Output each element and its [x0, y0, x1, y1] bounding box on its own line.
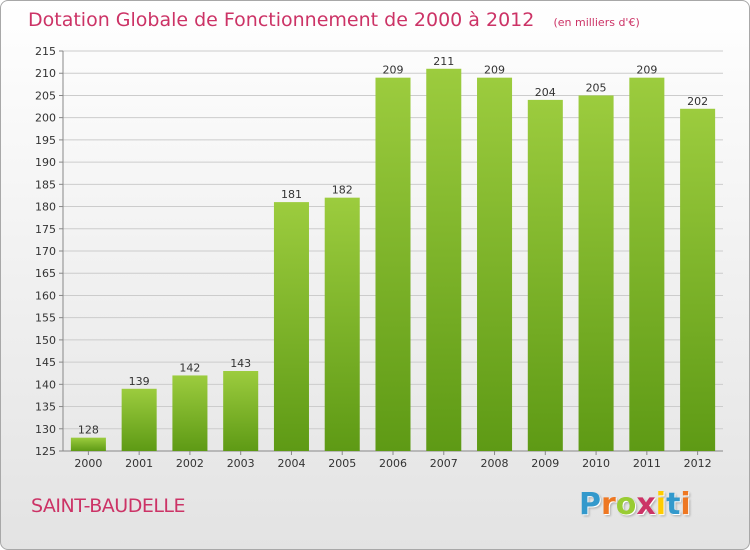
bar	[223, 371, 259, 451]
bar-value-label: 209	[383, 64, 404, 77]
proxiti-logo[interactable]: Proxiti	[579, 487, 691, 522]
bar	[477, 77, 513, 452]
x-tick-label: 2010	[582, 457, 610, 470]
x-tick-label: 2005	[328, 457, 356, 470]
bar	[121, 388, 157, 451]
x-tick-label: 2012	[684, 457, 712, 470]
x-tick-label: 2003	[227, 457, 255, 470]
x-tick-label: 2001	[125, 457, 153, 470]
y-tick-label: 200	[35, 112, 56, 125]
bar-value-label: 142	[179, 361, 200, 374]
bar-value-label: 143	[230, 357, 251, 370]
bar	[629, 77, 665, 452]
logo-letter: P	[579, 487, 601, 522]
bar	[375, 77, 411, 452]
logo-letter: t	[666, 487, 681, 522]
x-tick-label: 2006	[379, 457, 407, 470]
commune-name: SAINT-BAUDELLE	[31, 495, 186, 517]
y-tick-label: 180	[35, 201, 56, 214]
logo-letter: i	[655, 487, 667, 522]
y-tick-label: 175	[35, 223, 56, 236]
bar-value-label: 209	[484, 64, 505, 77]
y-tick-label: 130	[35, 423, 56, 436]
bar	[172, 375, 208, 451]
bar	[527, 99, 563, 451]
bar-value-label: 209	[636, 64, 657, 77]
x-tick-label: 2009	[531, 457, 559, 470]
y-tick-label: 205	[35, 89, 56, 102]
x-tick-label: 2002	[176, 457, 204, 470]
x-tick-label: 2011	[633, 457, 661, 470]
y-tick-label: 160	[35, 289, 56, 302]
bar	[70, 437, 106, 451]
x-tick-label: 2007	[430, 457, 458, 470]
bar	[426, 68, 462, 452]
labels: 2000 128 2001 139 2002 142 2003 143 2004 181 2005 1…	[74, 55, 711, 470]
y-tick-label: 140	[35, 378, 56, 391]
bar-value-label: 204	[535, 86, 556, 99]
chart-title: Dotation Globale de Fonctionnement de 20…	[28, 9, 535, 31]
logo-letter: i	[680, 487, 691, 522]
y-tick-label: 190	[35, 156, 56, 169]
bar	[680, 108, 716, 452]
chart-unit-label: (en milliers d'€)	[553, 16, 640, 29]
x-tick-label: 2004	[277, 457, 305, 470]
logo-letter: r	[601, 487, 616, 522]
bar-value-label: 139	[129, 375, 150, 388]
y-tick-label: 165	[35, 267, 56, 280]
bar	[578, 95, 614, 451]
bar-value-label: 202	[687, 95, 708, 108]
y-tick-label: 210	[35, 67, 56, 80]
y-tick-label: 150	[35, 334, 56, 347]
bar-value-label: 205	[586, 81, 607, 94]
bar-value-label: 128	[78, 424, 99, 437]
logo-letter: o	[615, 487, 637, 522]
logo-letter: x	[636, 487, 656, 522]
y-tick-label: 170	[35, 245, 56, 258]
bar	[273, 202, 309, 451]
bar-value-label: 211	[433, 55, 454, 68]
x-tick-label: 2000	[74, 457, 102, 470]
bar-value-label: 181	[281, 188, 302, 201]
title-row: Dotation Globale de Fonctionnement de 20…	[28, 9, 640, 31]
y-tick-label: 155	[35, 312, 56, 325]
y-tick-label: 185	[35, 178, 56, 191]
bars	[70, 68, 716, 452]
x-tick-label: 2008	[481, 457, 509, 470]
bar-value-label: 182	[332, 184, 353, 197]
y-tick-label: 145	[35, 356, 56, 369]
y-tick-label: 195	[35, 134, 56, 147]
y-tick-label: 135	[35, 401, 56, 414]
y-tick-label: 215	[35, 45, 56, 58]
bar	[324, 197, 360, 451]
y-tick-label: 125	[35, 445, 56, 458]
